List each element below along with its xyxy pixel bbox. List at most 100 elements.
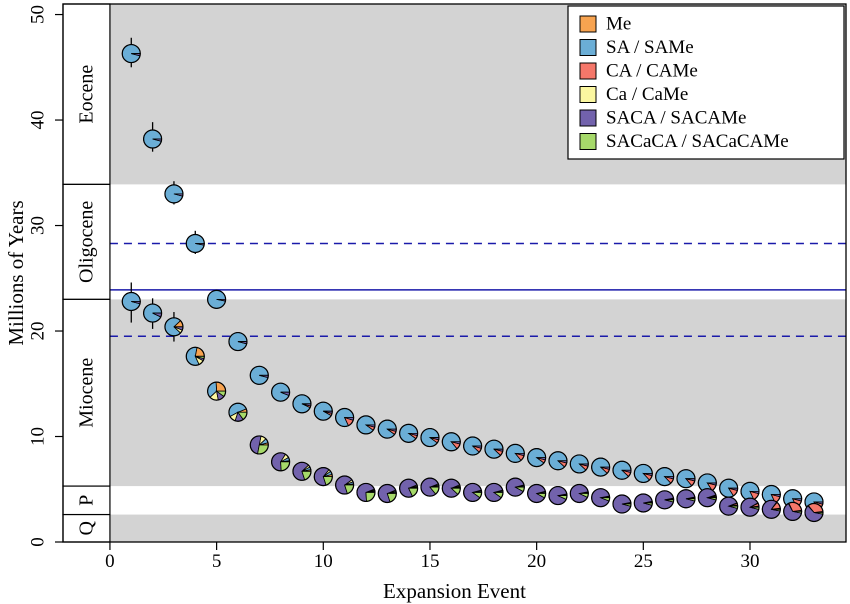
pie-outline: [548, 451, 568, 471]
pie-marker: [612, 460, 632, 480]
pie-outline: [697, 488, 717, 508]
pie-outline: [249, 365, 269, 385]
pie-marker: [185, 346, 205, 366]
epoch-label: P: [75, 495, 97, 506]
pie-marker: [569, 483, 589, 504]
pie-marker: [143, 129, 163, 149]
pie-marker: [505, 477, 525, 497]
pie-marker: [783, 489, 803, 509]
epoch-label: Eocene: [75, 65, 97, 124]
pie-marker: [228, 331, 248, 352]
x-tick-label: 20: [527, 551, 546, 572]
pie-outline: [420, 477, 440, 497]
pie-marker: [164, 317, 184, 337]
pie-markers: [121, 43, 824, 523]
epoch-band: [109, 299, 847, 487]
pie-marker: [441, 478, 461, 498]
pie-marker: [505, 443, 525, 463]
pie-outline: [441, 478, 461, 498]
pie-outline: [121, 43, 141, 64]
x-tick-label: 15: [420, 551, 439, 572]
pie-outline: [399, 423, 419, 443]
pie-marker: [228, 402, 248, 422]
pie-outline: [377, 483, 397, 504]
pie-marker: [527, 483, 547, 504]
pie-outline: [335, 475, 355, 495]
pie-outline: [207, 289, 227, 309]
pie-marker: [569, 454, 589, 474]
pie-outline: [164, 317, 184, 337]
pie-outline: [121, 291, 141, 312]
pie-marker: [548, 451, 568, 471]
pie-outline: [313, 466, 333, 487]
pie-marker: [463, 482, 483, 503]
pie-outline: [143, 129, 163, 149]
pie-outline: [761, 499, 781, 519]
pie-outline: [569, 483, 589, 504]
epoch-label: Q: [75, 521, 97, 536]
pie-outline: [783, 501, 803, 522]
pie-marker: [271, 382, 291, 402]
x-tick-label: 0: [105, 551, 115, 572]
axes: 0 5 10 15 20 25 30 0 10 20 30 40 50: [28, 3, 847, 572]
pie-marker: [761, 499, 781, 519]
epoch-band: [109, 514, 847, 542]
epoch-box: [62, 513, 111, 543]
pie-outline: [740, 497, 760, 517]
pie-marker: [719, 478, 739, 498]
reference-lines: [109, 242, 846, 338]
pie-marker: [655, 490, 675, 510]
pie-outline: [164, 184, 184, 204]
epoch-box: [62, 298, 111, 487]
legend-swatch: [579, 133, 597, 150]
pie-outline: [804, 502, 824, 523]
pie-marker: [655, 466, 675, 487]
pie-outline: [527, 448, 547, 468]
pie-marker: [633, 463, 653, 484]
legend-label: SA / SAMe: [606, 37, 694, 58]
pie-outline: [356, 415, 376, 435]
pie-marker: [377, 419, 397, 439]
pie-marker: [420, 427, 440, 448]
pie-outline: [207, 381, 227, 401]
pie-outline: [356, 482, 376, 503]
pie-marker: [164, 184, 184, 204]
pie-outline: [399, 478, 419, 498]
legend-swatch: [579, 86, 597, 103]
pie-marker: [591, 457, 611, 477]
pie-marker: [399, 478, 419, 498]
plot-frame: [62, 3, 847, 543]
x-tick-label: 5: [212, 551, 222, 572]
pie-marker: [591, 488, 611, 508]
pie-outline: [185, 233, 205, 254]
legend-swatch: [579, 15, 597, 33]
y-tick-label: 40: [28, 111, 49, 130]
pie-marker: [548, 485, 568, 506]
pie-marker: [207, 289, 227, 309]
pie-outline: [292, 461, 312, 481]
pie-outline: [676, 489, 696, 509]
pie-marker: [527, 448, 547, 468]
pie-outline: [228, 402, 248, 422]
pie-marker: [313, 401, 333, 421]
pie-marker: [399, 423, 419, 443]
y-axis-title: Millions of Years: [4, 200, 28, 345]
pie-marker: [313, 466, 333, 487]
legend-swatch: [579, 39, 597, 56]
legend-label: Me: [606, 14, 631, 35]
pie-marker: [335, 407, 355, 428]
legend-label: SACaCA / SACaCAMe: [606, 131, 789, 152]
pie-marker: [463, 436, 483, 456]
pie-outline: [292, 394, 312, 414]
pie-marker: [484, 439, 504, 459]
x-tick-label: 25: [634, 551, 653, 572]
pie-marker: [249, 435, 269, 455]
pie-outline: [271, 382, 291, 402]
pie-outline: [377, 419, 397, 439]
pie-outline: [548, 485, 568, 506]
x-tick-label: 10: [314, 551, 333, 572]
epoch-label: Oligocene: [75, 201, 97, 283]
pie-outline: [676, 469, 696, 489]
legend-label: CA / CAMe: [606, 61, 698, 82]
pie-marker: [143, 303, 163, 323]
